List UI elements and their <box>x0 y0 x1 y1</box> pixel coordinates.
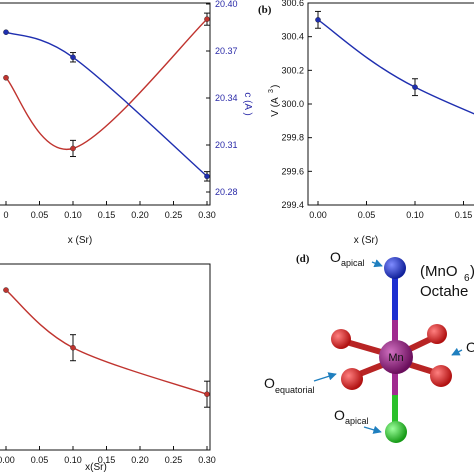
panel-b-y-ticks: 299.4 299.6 299.8 300.0 300.2 300.4 300.6 <box>281 0 312 210</box>
o-equatorial-atom-back-left <box>331 329 351 349</box>
o-apical-top-sub: apical <box>341 258 365 268</box>
panel-a-blue-series-point <box>70 54 76 61</box>
panel-a-right-axis-label: c (A ) <box>242 92 253 115</box>
panel-a-series <box>3 12 210 182</box>
o-equatorial-label: O equatorial <box>264 372 337 395</box>
panel-b-y-tick-label: 300.6 <box>281 0 304 8</box>
panel-c-x-axis-label: x(Sr) <box>85 462 107 473</box>
panel-c-x-tick-label: 0.15 <box>98 455 116 465</box>
panel-b-x-tick-label: 0.05 <box>358 210 376 220</box>
o-apical-top-label: O apical <box>330 249 383 268</box>
panel-c-x-ticks: 0.00 0.05 0.10 0.15 0.20 0.25 0.30 <box>0 446 216 465</box>
panel-b-y-label-main: V (A <box>270 97 281 117</box>
panel-a-y-tick-label: 20.37 <box>215 46 238 56</box>
panel-b-y-tick-label: 299.4 <box>281 200 304 210</box>
panel-a-x-tick-label: 0.10 <box>64 210 82 220</box>
diagram-title-close: ) <box>470 263 474 280</box>
panel-a-red-series-point <box>70 145 76 152</box>
mn-label: Mn <box>388 352 403 364</box>
panel-b-x-tick-label: 0.00 <box>309 210 327 220</box>
panel-c-red-series-point <box>70 344 76 351</box>
diagram-title-main: (MnO <box>420 263 458 280</box>
o-equatorial-atom-front-left <box>341 368 363 390</box>
panel-a-x-ticks: 0 0.05 0.10 0.15 0.20 0.25 0.30 <box>3 201 216 220</box>
panel-a-x-axis-label: x (Sr) <box>68 235 92 246</box>
panel-b-x-tick-label: 0.10 <box>406 210 424 220</box>
panel-b-y-tick-label: 299.6 <box>281 166 304 176</box>
o-equatorial-main: O <box>264 375 275 391</box>
diagram-title-sub: 6 <box>464 273 470 284</box>
panel-c-x-tick-label: 0.00 <box>0 455 15 465</box>
o-equatorial-atom-back-right <box>427 324 447 344</box>
panel-b-chart: (b) 0.00 0.05 0.10 0.15 299.4 299.6 299.8 300.… <box>258 0 474 246</box>
panel-a-x-tick-label: 0.25 <box>165 210 183 220</box>
panel-b-x-axis-label: x (Sr) <box>354 235 378 246</box>
panel-c-x-tick-label: 0.25 <box>165 455 183 465</box>
panel-a-blue-series-point <box>3 29 9 36</box>
arrow-apical-bottom <box>363 425 382 434</box>
panel-b-x-ticks: 0.00 0.05 0.10 0.15 <box>309 201 472 220</box>
panel-b-y-axis-label: V (A 3 ) <box>268 85 281 117</box>
panel-a-y-tick-label: 20.31 <box>215 140 238 150</box>
o-apical-atom-bottom <box>385 421 407 443</box>
panel-c-frame <box>0 263 211 451</box>
panel-a-x-tick-label: 0 <box>3 210 8 220</box>
panel-c-series <box>3 287 210 408</box>
panel-b-letter: (b) <box>258 4 272 16</box>
panel-c-red-series-point <box>204 391 210 398</box>
panel-d-letter: (d) <box>296 253 310 265</box>
panel-b-y-tick-label: 300.0 <box>281 99 304 109</box>
panel-a-frame <box>0 2 211 206</box>
panel-a-blue-series-line <box>5 31 208 177</box>
panel-b-y-label-sup: 3 <box>268 89 275 93</box>
o-apical-atom-top <box>384 257 406 279</box>
panel-a-chart: 0 0.05 0.10 0.15 0.20 0.25 0.30 20.28 20.31 20.3… <box>0 0 253 246</box>
panel-c-chart: 0.00 0.05 0.10 0.15 0.20 0.25 0.30 x(Sr) <box>0 263 216 473</box>
panel-c-x-tick-label: 0.30 <box>198 455 216 465</box>
diagram-title: (MnO 6 ) Octahe <box>420 263 474 300</box>
panel-b-series <box>315 10 474 115</box>
panel-a-y-tick-label: 20.28 <box>215 187 238 197</box>
o-apical-bottom-sub: apical <box>345 416 369 426</box>
o-right-cut-label: O <box>451 339 474 356</box>
panel-b-y-tick-label: 300.2 <box>281 65 304 75</box>
panel-c-x-tick-label: 0.10 <box>64 455 82 465</box>
panel-a-right-y-ticks: 20.28 20.31 20.34 20.37 20.40 <box>206 0 238 197</box>
panel-a-x-tick-label: 0.05 <box>31 210 49 220</box>
panel-b-x-tick-label: 0.15 <box>455 210 473 220</box>
panel-b-y-tick-label: 299.8 <box>281 133 304 143</box>
panel-b-frame <box>307 2 474 206</box>
panel-a-blue-series-point <box>204 173 210 180</box>
panel-b-blue-series-point <box>412 84 418 90</box>
mn-atom <box>379 340 413 374</box>
panel-b-blue-series-point <box>315 17 321 23</box>
atoms: Mn <box>331 257 452 443</box>
panel-a-red-series-point <box>204 16 210 22</box>
panel-a-x-tick-label: 0.15 <box>98 210 116 220</box>
panel-a-red-series-point <box>3 74 9 81</box>
panel-b-blue-series-line <box>317 19 474 115</box>
arrow-apical-top <box>371 259 383 268</box>
panel-c-x-tick-label: 0.20 <box>131 455 149 465</box>
panel-a-y-tick-label: 20.34 <box>215 93 238 103</box>
panel-a-x-tick-label: 0.20 <box>131 210 149 220</box>
panel-c-red-series-point <box>3 287 9 293</box>
panel-c-x-tick-label: 0.05 <box>31 455 49 465</box>
panel-b-y-tick-label: 300.4 <box>281 32 304 42</box>
o-equatorial-atom-front-right <box>430 365 452 387</box>
panel-a-y-tick-label: 20.40 <box>215 0 238 9</box>
diagram-title-line2: Octahe <box>420 283 468 300</box>
arrow-equatorial <box>313 372 337 382</box>
o-apical-bottom-main: O <box>334 407 345 423</box>
o-apical-bottom-label: O apical <box>334 407 382 434</box>
panel-a-x-tick-label: 0.30 <box>198 210 216 220</box>
panel-b-y-label-close: ) <box>270 85 281 88</box>
arrow-right-cut <box>451 347 463 356</box>
o-right-cut-main: O <box>466 339 474 355</box>
o-apical-top-main: O <box>330 249 341 265</box>
panel-c-red-series-line <box>5 289 208 395</box>
o-equatorial-sub: equatorial <box>275 385 315 395</box>
panel-d-diagram: (d) (MnO 6 ) Octahe Mn <box>264 249 474 443</box>
